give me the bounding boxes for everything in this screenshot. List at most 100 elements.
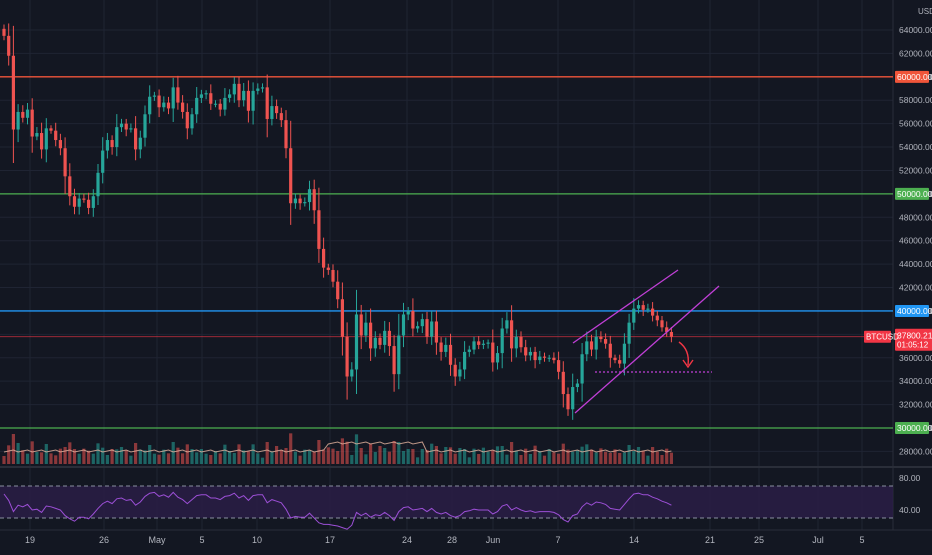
candle-body: [561, 371, 565, 395]
volume-bar: [566, 449, 570, 464]
volume-bar: [87, 450, 91, 464]
volume-bar: [279, 450, 283, 464]
candle-body: [514, 336, 518, 349]
volume-bar: [439, 453, 443, 464]
candle-body: [63, 148, 67, 177]
candle-body: [608, 343, 612, 358]
volume-bar: [401, 451, 406, 464]
last-price-tag: [895, 328, 932, 351]
candle-body: [275, 106, 279, 114]
candle-body: [213, 103, 218, 105]
volume-bar: [72, 449, 77, 464]
candle-body: [7, 35, 11, 56]
candle-body: [618, 360, 622, 364]
volume-bar: [68, 442, 72, 464]
volume-bar: [364, 454, 368, 464]
channel-upper-line: [572, 269, 679, 344]
volume-bar: [152, 453, 156, 464]
symbol-tag: [864, 330, 891, 343]
price-tick-label: 58000.00: [899, 95, 932, 105]
candle-body: [124, 123, 128, 130]
rsi-pane: [0, 485, 893, 530]
candle-body: [35, 133, 39, 137]
volume-bar: [542, 455, 547, 464]
volume-bar: [2, 456, 6, 464]
price-tick-label: 36000.00: [899, 353, 932, 363]
candle-body: [542, 356, 547, 358]
candle-body: [585, 341, 589, 355]
candle-body: [547, 357, 551, 359]
volume-bar: [406, 449, 410, 464]
level-tag-label: 40000.00: [897, 306, 932, 316]
volume-bar: [420, 449, 424, 464]
countdown-value: 01:05:12: [897, 341, 929, 350]
volume-bar: [613, 449, 617, 464]
candle-body: [242, 90, 246, 101]
candle-body: [580, 354, 584, 384]
price-tick-label: 34000.00: [899, 376, 932, 386]
volume-bar: [30, 441, 34, 464]
price-tick-label: 32000.00: [899, 400, 932, 410]
volume-bar: [519, 455, 523, 464]
candle-body: [44, 128, 48, 150]
volume-bar: [524, 448, 528, 464]
volume-bar: [298, 455, 302, 464]
volume-bar: [411, 449, 415, 464]
volume-bar: [599, 448, 603, 464]
price-tick-label: 62000.00: [899, 48, 932, 58]
volume-bar: [101, 447, 105, 464]
volume-bar: [49, 453, 53, 464]
price-tick-label: 46000.00: [899, 236, 932, 246]
time-tick-label: 5: [199, 535, 204, 545]
candle-body: [157, 95, 161, 108]
candle-body: [246, 90, 250, 111]
time-tick-label: 14: [629, 535, 639, 545]
volume-bar: [284, 448, 288, 464]
time-tick-label: 5: [859, 535, 864, 545]
candle-body: [575, 383, 579, 388]
candle-body: [604, 339, 608, 344]
candle-body: [340, 299, 344, 337]
price-tick-label: 48000.00: [899, 212, 932, 222]
candle-body: [204, 93, 208, 95]
candle-body: [528, 351, 532, 356]
candle-body: [533, 351, 537, 361]
candle-body: [298, 198, 302, 204]
candle-body: [237, 83, 241, 101]
volume-bar: [458, 448, 462, 464]
candle-body: [307, 189, 312, 203]
volume-bar: [641, 450, 645, 464]
volume-bar: [538, 451, 542, 464]
volume-bar: [326, 447, 330, 464]
candle-body: [270, 106, 274, 119]
volume-bar: [317, 440, 321, 464]
candle-body: [91, 196, 95, 208]
volume-bar: [354, 434, 359, 464]
candle-body: [190, 114, 194, 129]
volume-bar: [307, 450, 312, 464]
candle-body: [119, 123, 124, 128]
volume-bar: [608, 453, 612, 464]
volume-bar: [331, 448, 335, 464]
candle-body: [599, 336, 603, 340]
volume-bar: [359, 448, 363, 464]
volume-bar: [505, 454, 509, 464]
volume-bar: [514, 450, 518, 464]
level-tag: [895, 70, 929, 83]
candle-body: [495, 353, 500, 363]
volume-bar: [472, 448, 476, 464]
channel-lower-line: [574, 285, 720, 414]
candle-body: [312, 189, 316, 211]
volume-bar: [533, 445, 537, 464]
down-arrow-head-icon: [682, 359, 694, 369]
channel-drawings: [572, 269, 720, 414]
volume-bar: [124, 450, 128, 464]
volume-bar: [204, 453, 208, 464]
volume-bar: [303, 449, 307, 464]
candle-body: [87, 199, 91, 208]
volume-bar: [430, 443, 434, 464]
volume-bar: [115, 449, 119, 464]
volume-bar: [448, 447, 453, 464]
volume-bar: [7, 445, 11, 464]
